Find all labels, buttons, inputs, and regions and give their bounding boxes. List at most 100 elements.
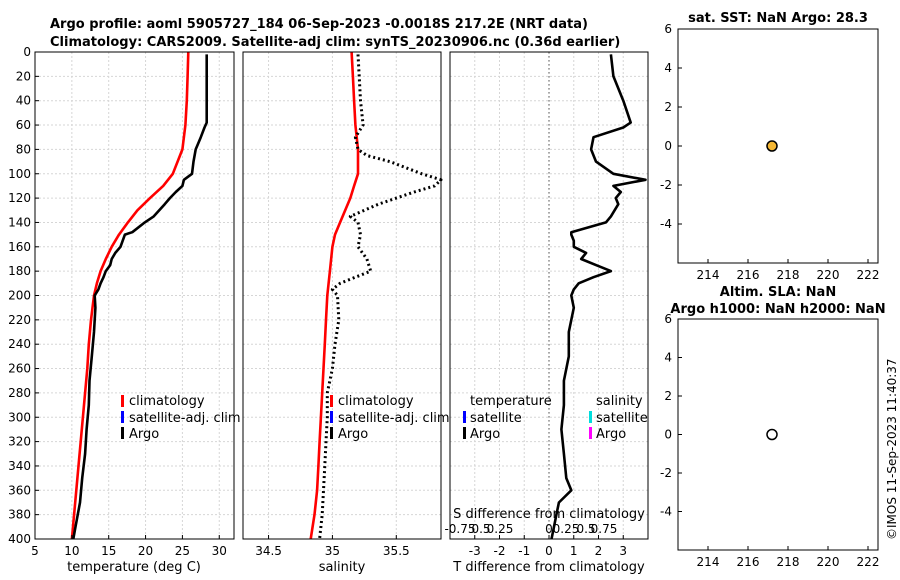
x-tick-label: 35 [325, 544, 340, 558]
y-tick-label: -4 [660, 217, 672, 231]
legend-swatch-t-argo [463, 427, 466, 439]
y-tick-label: 340 [8, 459, 31, 473]
x-tick-label: -3 [469, 544, 481, 558]
legend-label-satellite: satellite-adj. clim [338, 411, 450, 426]
data-point [766, 140, 778, 152]
y-tick-label: 6 [664, 22, 672, 36]
x-tick-label: 216 [737, 555, 760, 569]
legend-swatch-satellite [121, 411, 124, 423]
y-tick-label: 20 [16, 69, 31, 83]
x-tick-label: 222 [857, 268, 880, 282]
series-line-climatology [309, 51, 360, 540]
x-tick-label: 25 [175, 544, 190, 558]
sla-axes-frame [677, 318, 879, 551]
difference-top-xlabel: S difference from climatology [453, 507, 645, 522]
x-tick-label: 222 [857, 555, 880, 569]
y-tick-label: 60 [16, 118, 31, 132]
data-point [766, 428, 778, 441]
salinity-xlabel: salinity [319, 560, 366, 575]
y-tick-label: 200 [8, 289, 31, 303]
sst-title: sat. SST: NaN Argo: 28.3 [688, 11, 868, 26]
y-tick-label: 100 [8, 167, 31, 181]
y-tick-label: 300 [8, 410, 31, 424]
y-tick-label: 2 [664, 389, 672, 403]
x-tick-label: -1 [518, 544, 530, 558]
legend-swatch-s-argo [589, 427, 592, 439]
y-tick-label: 120 [8, 191, 31, 205]
y-tick-label: -4 [660, 505, 672, 519]
legend-swatch-climatology [121, 395, 124, 407]
x-tick-label: 220 [817, 268, 840, 282]
legend-label-satellite: satellite-adj. clim [129, 411, 241, 426]
x-tick-label: -2 [494, 544, 506, 558]
legend-label-t-satellite: satellite [470, 411, 522, 426]
series-line-climatology [70, 51, 190, 540]
legend-swatch-s-satellite [589, 411, 592, 423]
salinity-panel: 34.5 35 35.5 salinity climatology satellit… [242, 51, 450, 575]
x-tick-label: 30 [212, 544, 227, 558]
legend-label-t-argo: Argo [470, 427, 500, 442]
x-tick-label: 214 [697, 555, 720, 569]
top-x-tick-label: 0.5 [576, 522, 595, 536]
x-tick-label: 15 [101, 544, 116, 558]
x-tick-label: 214 [697, 268, 720, 282]
x-tick-label: 220 [817, 555, 840, 569]
y-tick-label: 4 [664, 61, 672, 75]
temperature-panel: 5 10 15 20 25 3002040608010012014016018020022… [8, 45, 241, 575]
top-x-tick-label: 0.5 [471, 522, 490, 536]
y-tick-label: 80 [16, 142, 31, 156]
difference-xlabel: T difference from climatology [452, 560, 645, 575]
top-x-tick-label: 0 [545, 522, 553, 536]
y-tick-label: -2 [660, 178, 672, 192]
top-x-tick-label: 0.25 [553, 522, 580, 536]
legend-label-s-argo: Argo [596, 427, 626, 442]
x-tick-label: 35.5 [383, 544, 410, 558]
sla-title-line1: Altim. SLA: NaN [720, 285, 836, 300]
y-tick-label: 280 [8, 386, 31, 400]
legend-label-climatology: climatology [338, 394, 414, 409]
sla-panel: Altim. SLA: NaN Argo h1000: NaN h2000: N… [660, 285, 886, 569]
temperature-xlabel: temperature (deg C) [67, 560, 201, 575]
sla-title-line2: Argo h1000: NaN h2000: NaN [670, 302, 885, 317]
difference-panel: -3 -2 -1 0 1 2 3 T difference from climatology… [444, 51, 649, 575]
legend-swatch-argo [330, 427, 333, 439]
legend-title-temperature: temperature [470, 394, 552, 409]
legend-label-argo: Argo [129, 427, 159, 442]
y-tick-label: 0 [664, 428, 672, 442]
x-tick-label: 218 [777, 555, 800, 569]
legend-label-s-satellite: satellite [596, 411, 648, 426]
legend-label-argo: Argo [338, 427, 368, 442]
series-line-argo [72, 54, 208, 540]
x-tick-label: 216 [737, 268, 760, 282]
y-tick-label: 40 [16, 94, 31, 108]
legend-swatch-satellite [330, 411, 333, 423]
y-tick-label: 400 [8, 532, 31, 546]
top-x-tick-label: 0.75 [591, 522, 618, 536]
y-tick-label: 4 [664, 351, 672, 365]
y-tick-label: 180 [8, 264, 31, 278]
salinity-axes-frame [242, 51, 442, 540]
top-x-tick-label: 0.25 [487, 522, 514, 536]
y-tick-label: 0 [23, 45, 31, 59]
series-line-argo [318, 54, 443, 540]
y-tick-label: -2 [660, 466, 672, 480]
sst-panel: sat. SST: NaN Argo: 28.3 214 216 218 220 222… [660, 11, 879, 282]
x-tick-label: 34.5 [255, 544, 282, 558]
x-tick-label: 218 [777, 268, 800, 282]
y-tick-label: 0 [664, 139, 672, 153]
top-x-tick-label: -0.75 [444, 522, 475, 536]
difference-legend: temperature satellite Argo salinity sate… [463, 394, 648, 442]
sst-axes-frame [677, 28, 879, 264]
legend-swatch-climatology [330, 395, 333, 407]
x-tick-label: 20 [138, 544, 153, 558]
legend-title-salinity: salinity [596, 394, 643, 409]
y-tick-label: 220 [8, 313, 31, 327]
y-tick-label: 160 [8, 240, 31, 254]
y-tick-label: 260 [8, 362, 31, 376]
series-line-t-difference-argo [550, 54, 647, 540]
header-title-line1: Argo profile: aoml 5905727_184 06-Sep-20… [50, 17, 588, 32]
y-tick-label: 2 [664, 100, 672, 114]
y-tick-label: 320 [8, 435, 31, 449]
y-tick-label: 360 [8, 483, 31, 497]
